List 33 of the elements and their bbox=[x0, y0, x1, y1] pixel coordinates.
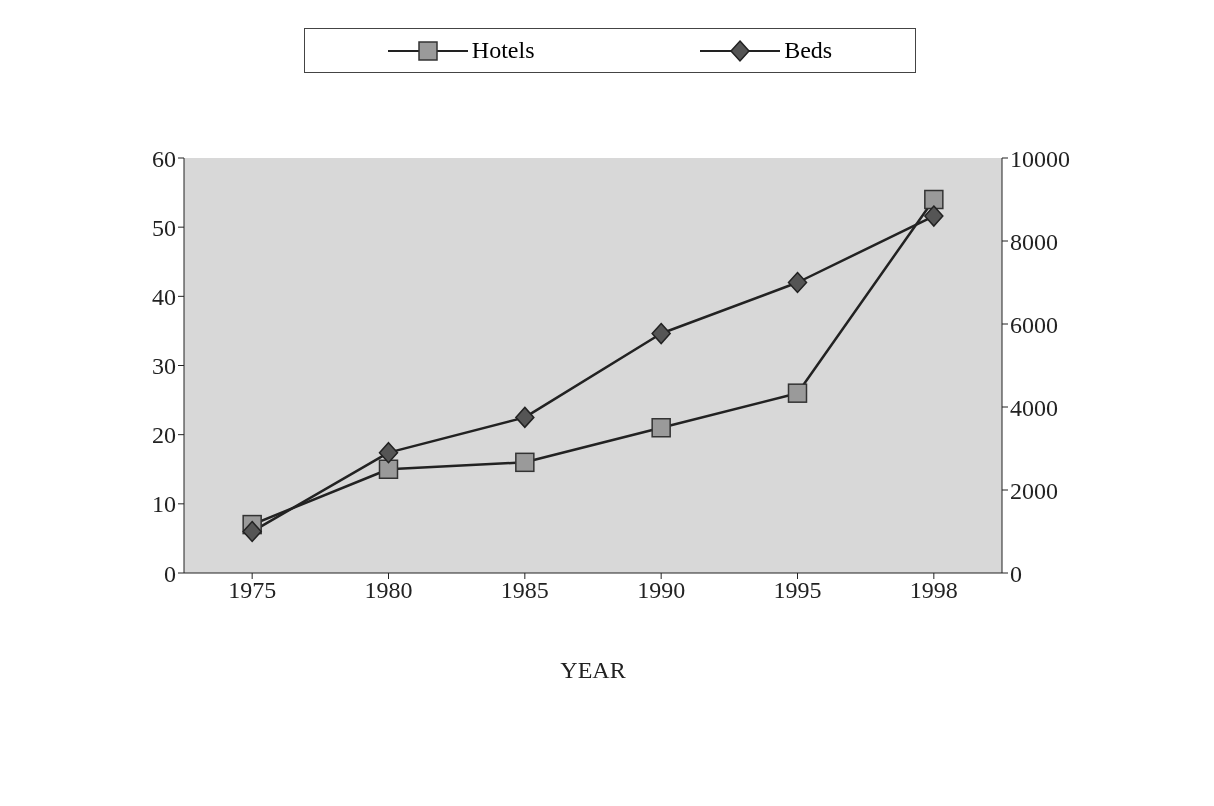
point bbox=[378, 459, 399, 479]
y-tick-label: 20 bbox=[152, 422, 176, 449]
point bbox=[651, 418, 671, 438]
y-tick-label: 10 bbox=[152, 491, 176, 518]
legend-label: Hotels bbox=[470, 37, 535, 64]
y2-tick-label: 4000 bbox=[1010, 394, 1058, 421]
point bbox=[242, 520, 262, 543]
y-tick-label: 30 bbox=[152, 353, 176, 380]
y-tick-label: 0 bbox=[164, 560, 176, 587]
y-tick-label: 50 bbox=[152, 214, 176, 241]
y2-tick-label: 2000 bbox=[1010, 477, 1058, 504]
x-tick-label: 1975 bbox=[228, 577, 277, 604]
point bbox=[787, 383, 808, 403]
x-tick-label: 1990 bbox=[637, 577, 686, 604]
point bbox=[787, 271, 808, 294]
point bbox=[924, 205, 944, 227]
y2-tick-label: 10000 bbox=[1010, 145, 1070, 172]
point bbox=[924, 189, 944, 210]
x-axis-title: YEAR bbox=[560, 657, 626, 683]
x-tick-label: 1995 bbox=[773, 577, 822, 604]
point bbox=[515, 452, 535, 473]
legend-label: Beds bbox=[783, 37, 833, 64]
point bbox=[651, 322, 671, 345]
y-tick-label: 60 bbox=[152, 145, 176, 172]
x-tick-label: 1998 bbox=[909, 577, 958, 604]
y2-tick-label: 8000 bbox=[1010, 228, 1058, 255]
x-tick-label: 1980 bbox=[364, 577, 413, 604]
y-tick-label: 40 bbox=[152, 283, 176, 310]
y2-tick-label: 6000 bbox=[1010, 311, 1058, 338]
x-tick-label: 1985 bbox=[500, 577, 549, 604]
y2-tick-label: 0 bbox=[1010, 560, 1022, 587]
point bbox=[515, 406, 535, 429]
point bbox=[378, 441, 399, 464]
